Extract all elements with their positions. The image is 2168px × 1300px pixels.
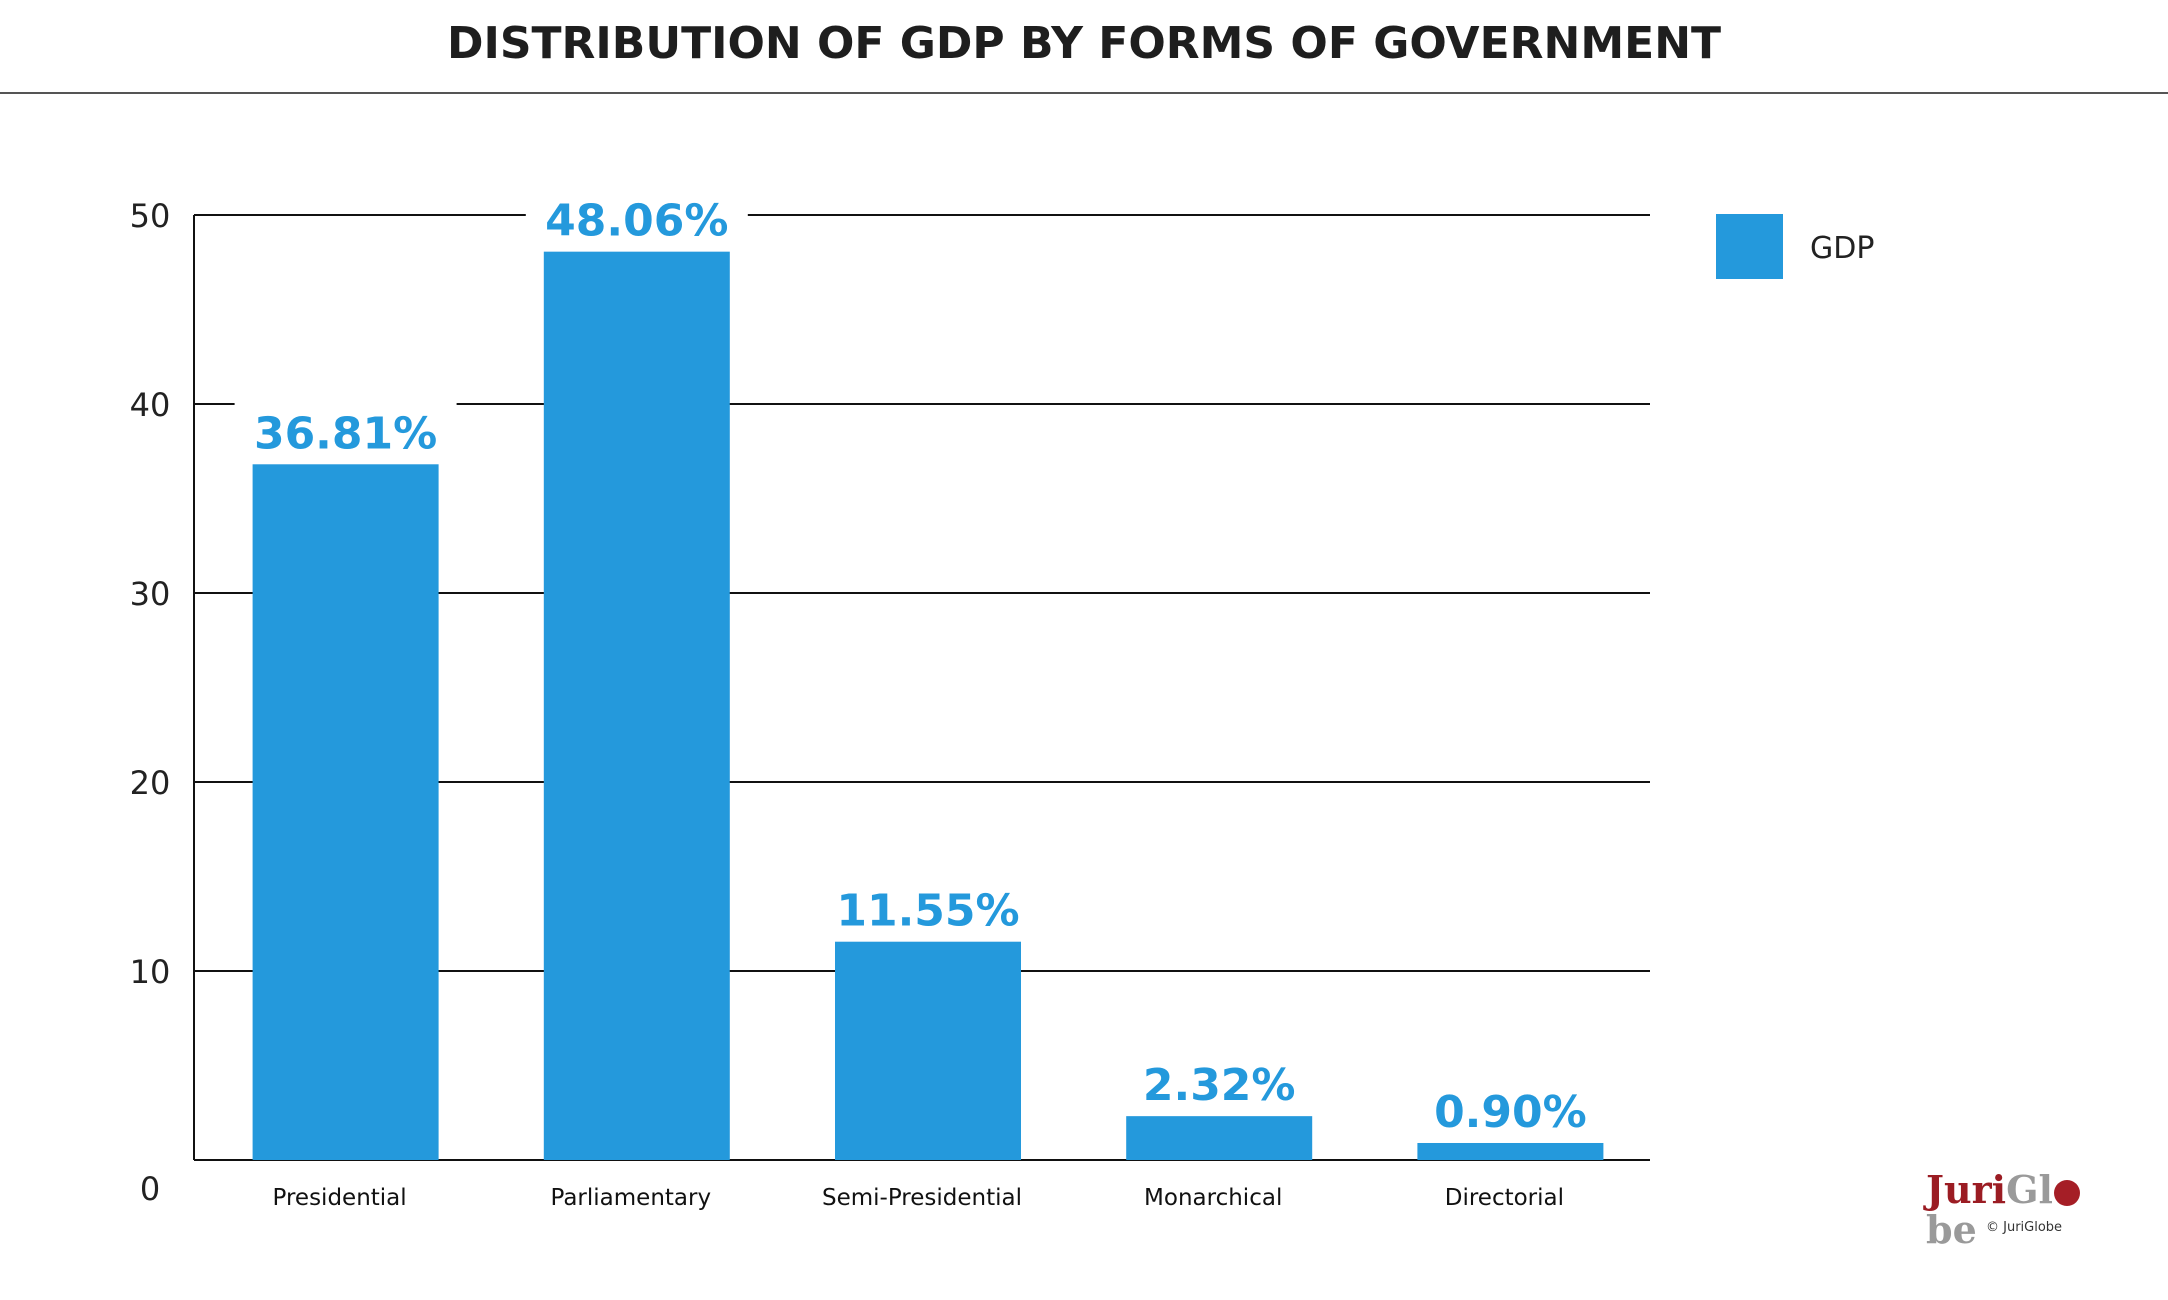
bar-presidential xyxy=(252,464,439,1160)
x-tick-label-semi-presidential: Semi-Presidential xyxy=(822,1185,1022,1211)
chart-title: DISTRIBUTION OF GDP BY FORMS OF GOVERNME… xyxy=(446,18,1722,69)
y-tick-label-50: 50 xyxy=(130,197,171,235)
y-tick-label-30: 30 xyxy=(130,575,171,613)
x-axis: Presidential Parliamentary Semi-Presidenti… xyxy=(273,1185,1565,1211)
legend-label-gdp: GDP xyxy=(1810,231,1874,266)
y-tick-label-20: 20 xyxy=(130,764,171,802)
data-label-background-1 xyxy=(525,189,748,248)
data-labels: 36.81% 48.06% 11.55% 2.32% 0.90% xyxy=(234,189,1622,1139)
y-axis: 0 10 20 30 40 50 xyxy=(130,197,195,1208)
juriglobe-logo: JuriGlbe xyxy=(1926,1170,2126,1250)
data-label-semi-presidential: 11.55% xyxy=(836,886,1019,937)
legend-swatch-gdp xyxy=(1716,214,1783,279)
y-tick-label-0: 0 xyxy=(140,1170,160,1208)
y-tick-label-40: 40 xyxy=(130,386,171,424)
data-label-directorial: 0.90% xyxy=(1434,1087,1587,1138)
x-tick-label-monarchical: Monarchical xyxy=(1144,1185,1282,1211)
data-label-background-2 xyxy=(817,879,1039,938)
x-tick-label-directorial: Directorial xyxy=(1445,1185,1564,1211)
data-label-background-0 xyxy=(234,402,457,461)
data-label-parliamentary: 48.06% xyxy=(545,196,728,247)
bar-parliamentary xyxy=(543,251,730,1160)
title-divider xyxy=(0,92,2168,94)
bar-monarchical xyxy=(1126,1116,1313,1160)
data-label-background-4 xyxy=(1399,1080,1622,1139)
x-tick-label-presidential: Presidential xyxy=(273,1185,407,1211)
data-label-monarchical: 2.32% xyxy=(1143,1060,1296,1111)
x-tick-label-parliamentary: Parliamentary xyxy=(551,1185,712,1211)
data-label-presidential: 36.81% xyxy=(254,408,437,459)
bar-directorial xyxy=(1417,1142,1604,1160)
legend: GDP xyxy=(1716,214,1874,279)
globe-icon xyxy=(2053,1180,2080,1206)
bars xyxy=(252,251,1604,1160)
y-tick-label-10: 10 xyxy=(130,953,171,991)
copyright-text: © JuriGlobe xyxy=(1986,1220,2063,1235)
bar-semi-presidential xyxy=(835,941,1021,1160)
data-label-background-3 xyxy=(1108,1054,1331,1113)
